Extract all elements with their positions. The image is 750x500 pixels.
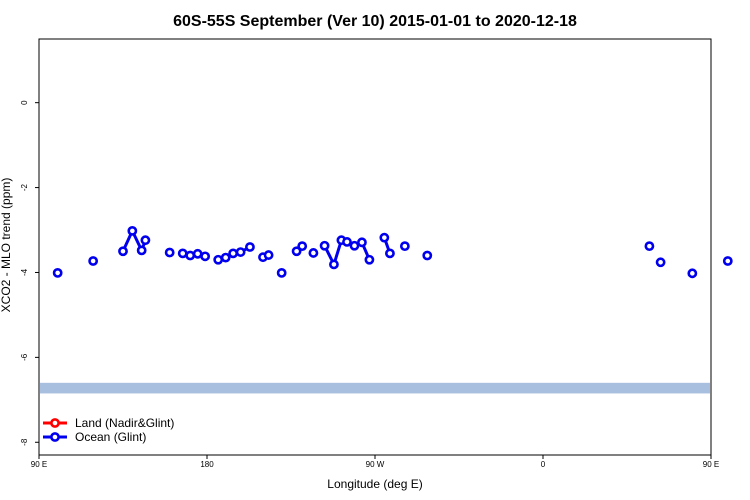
series-ocean-glint- xyxy=(52,225,733,279)
chart-title: 60S-55S September (Ver 10) 2015-01-01 to… xyxy=(173,13,577,30)
data-point xyxy=(329,259,339,270)
data-point xyxy=(349,240,360,251)
data-point xyxy=(722,256,733,266)
data-point xyxy=(655,257,666,268)
reference-band xyxy=(40,382,710,394)
y-tick-label: -4 xyxy=(20,268,29,276)
data-point xyxy=(385,248,395,259)
data-point xyxy=(164,247,175,258)
data-point xyxy=(213,254,224,265)
data-point xyxy=(235,247,246,257)
data-point xyxy=(52,267,63,278)
data-point xyxy=(245,242,255,252)
data-point xyxy=(136,245,147,256)
data-point xyxy=(342,237,352,247)
data-point xyxy=(291,246,302,257)
x-tick-label: 180 xyxy=(200,460,214,469)
data-point xyxy=(319,240,330,251)
data-point xyxy=(88,256,99,266)
x-tick-label: 90 E xyxy=(31,460,47,469)
legend-label: Ocean (Glint) xyxy=(75,430,146,444)
y-tick-label: -8 xyxy=(20,438,29,446)
legend-marker xyxy=(50,432,60,442)
data-point xyxy=(200,251,211,262)
legend: Land (Nadir&Glint)Ocean (Glint) xyxy=(43,416,174,444)
data-point xyxy=(228,248,239,259)
series-line xyxy=(121,227,147,255)
data-point xyxy=(220,252,231,263)
data-point xyxy=(399,241,410,252)
data-point xyxy=(297,241,308,252)
data-point xyxy=(379,232,390,243)
data-point xyxy=(185,250,196,261)
x-tick-label: 90 W xyxy=(366,460,385,469)
data-point xyxy=(308,248,319,258)
data-point xyxy=(140,235,151,246)
legend-label: Land (Nadir&Glint) xyxy=(75,416,174,430)
x-tick-label: 90 E xyxy=(703,460,719,469)
data-point xyxy=(192,248,203,259)
y-tick-label: -6 xyxy=(20,353,29,361)
y-tick-label: 0 xyxy=(20,100,29,105)
data-point xyxy=(127,225,138,236)
data-point xyxy=(422,250,433,261)
x-axis-label: Longitude (deg E) xyxy=(327,477,422,491)
data-point xyxy=(177,248,188,259)
y-tick-label: -2 xyxy=(20,183,29,191)
data-point xyxy=(118,246,128,257)
data-point xyxy=(357,237,367,248)
y-axis-label: XCO2 - MLO trend (ppm) xyxy=(0,178,13,313)
legend-marker xyxy=(50,418,60,428)
data-point xyxy=(263,250,274,260)
data-point xyxy=(276,267,287,278)
data-point xyxy=(687,268,698,279)
data-point xyxy=(364,254,375,265)
x-tick-label: 0 xyxy=(541,460,546,469)
data-point xyxy=(644,241,655,252)
